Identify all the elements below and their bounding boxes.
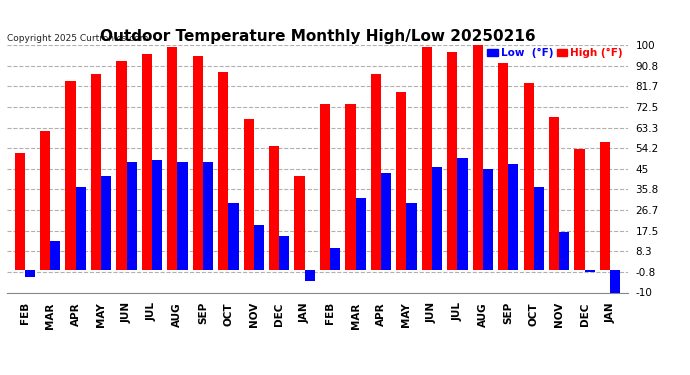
Bar	[254, 225, 264, 270]
Bar	[457, 158, 468, 270]
Bar	[355, 198, 366, 270]
Bar	[126, 162, 137, 270]
Bar	[177, 162, 188, 270]
Bar	[101, 176, 111, 270]
Bar	[279, 236, 289, 270]
Bar	[244, 119, 254, 270]
Bar	[167, 47, 177, 270]
Bar	[381, 173, 391, 270]
Bar	[483, 169, 493, 270]
Bar	[152, 160, 162, 270]
Bar	[50, 241, 60, 270]
Bar	[406, 202, 417, 270]
Bar	[559, 232, 569, 270]
Bar	[76, 187, 86, 270]
Bar	[320, 104, 330, 270]
Bar	[371, 74, 381, 270]
Title: Outdoor Temperature Monthly High/Low 20250216: Outdoor Temperature Monthly High/Low 202…	[99, 29, 535, 44]
Bar	[330, 248, 340, 270]
Bar	[25, 270, 35, 277]
Bar	[14, 153, 25, 270]
Bar	[534, 187, 544, 270]
Bar	[295, 176, 305, 270]
Bar	[40, 130, 50, 270]
Bar	[498, 63, 509, 270]
Bar	[396, 92, 406, 270]
Bar	[269, 146, 279, 270]
Bar	[203, 162, 213, 270]
Bar	[473, 43, 483, 270]
Bar	[228, 202, 239, 270]
Bar	[509, 164, 518, 270]
Bar	[549, 117, 559, 270]
Bar	[305, 270, 315, 281]
Bar	[524, 83, 534, 270]
Bar	[600, 142, 610, 270]
Bar	[447, 52, 457, 270]
Text: Copyright 2025 Curtronics.com: Copyright 2025 Curtronics.com	[7, 33, 148, 42]
Bar	[117, 61, 126, 270]
Bar	[575, 148, 584, 270]
Bar	[141, 54, 152, 270]
Bar	[193, 56, 203, 270]
Bar	[66, 81, 76, 270]
Bar	[91, 74, 101, 270]
Bar	[422, 47, 432, 270]
Bar	[346, 104, 355, 270]
Legend: Low  (°F), High (°F): Low (°F), High (°F)	[487, 48, 622, 58]
Bar	[432, 166, 442, 270]
Bar	[584, 270, 595, 272]
Bar	[610, 270, 620, 292]
Bar	[218, 72, 228, 270]
